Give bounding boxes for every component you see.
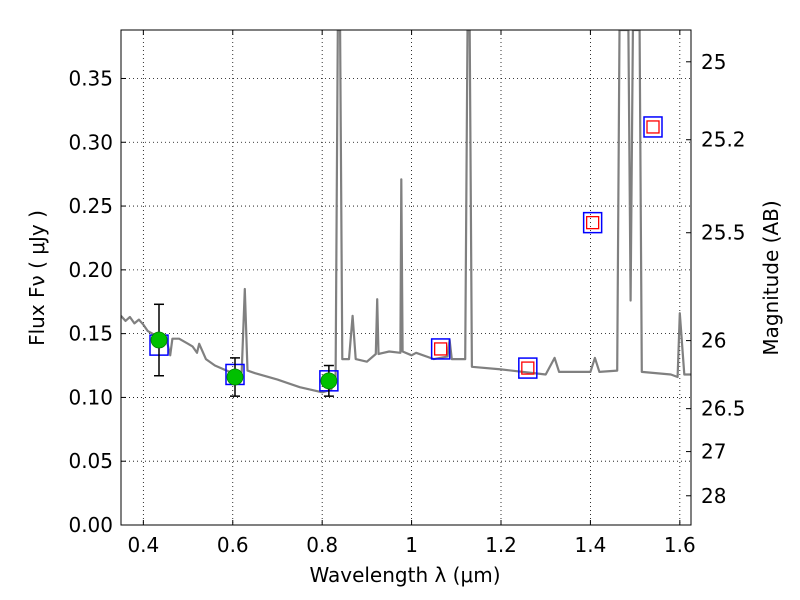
model-photometry-square — [643, 116, 663, 138]
y2-tick-label: 25.5 — [701, 221, 746, 245]
model-photometry-inner-square — [585, 215, 600, 230]
y-tick-label: 0.35 — [68, 66, 113, 90]
model-photometry-inner-square — [646, 120, 660, 134]
observed-flux-point — [226, 368, 244, 386]
model-photometry-inner-square — [521, 361, 535, 375]
y-axis-title: Flux Fν ( μJy ) — [25, 210, 49, 346]
y-tick-label: 0.25 — [68, 194, 113, 218]
y2-tick-label: 28 — [701, 484, 726, 508]
model-photometry-square — [582, 211, 603, 234]
model-spectrum-line — [121, 30, 691, 394]
y-tick-label: 0.05 — [68, 449, 113, 473]
y2-tick-label: 27 — [701, 440, 726, 464]
y2-tick-label: 25.2 — [701, 128, 746, 152]
y2-tick-label: 25 — [701, 50, 726, 74]
y2-axis-title: Magnitude (AB) — [759, 200, 783, 355]
x-tick-label: 1.6 — [664, 533, 696, 557]
x-tick-label: 1.4 — [575, 533, 607, 557]
model-photometry-square — [430, 338, 451, 360]
observed-flux-point — [150, 331, 168, 349]
x-tick-label: 0.8 — [306, 533, 338, 557]
x-tick-label: 1 — [405, 533, 418, 557]
plot-frame — [120, 29, 692, 526]
model-photometry-square — [518, 357, 538, 379]
y-tick-label: 0.00 — [68, 513, 113, 537]
y2-tick-label: 26.5 — [701, 397, 746, 421]
x-tick-label: 0.6 — [217, 533, 249, 557]
x-tick-label: 0.4 — [127, 533, 159, 557]
x-axis-title: Wavelength λ (μm) — [309, 563, 500, 587]
x-tick-label: 1.2 — [485, 533, 517, 557]
grid-layer — [121, 30, 691, 526]
y-tick-label: 0.10 — [68, 385, 113, 409]
y-tick-label: 0.30 — [68, 130, 113, 154]
model-photometry-inner-square — [433, 342, 448, 356]
y-tick-label: 0.15 — [68, 322, 113, 346]
marker-layer — [149, 116, 663, 397]
observed-flux-point — [320, 372, 338, 390]
y-tick-label: 0.20 — [68, 258, 113, 282]
model-spectrum — [121, 30, 691, 394]
tick-layer: 0.4 0.6 0.8 1 1.2 1.4 1.6 0.00 0.05 0.10 0.15 0.20 0… — [68, 30, 746, 557]
y2-tick-label: 26 — [701, 329, 726, 353]
